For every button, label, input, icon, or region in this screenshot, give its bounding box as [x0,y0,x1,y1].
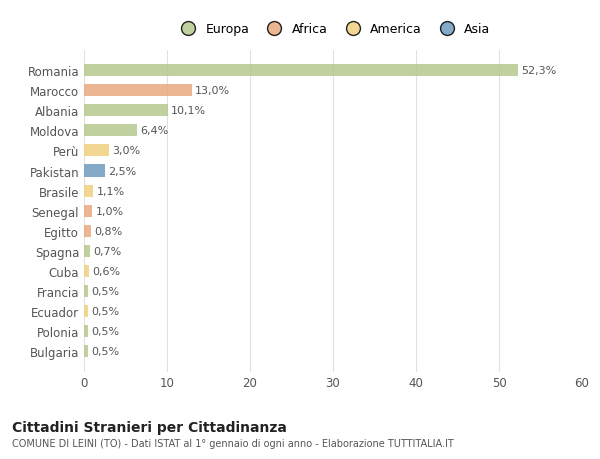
Legend: Europa, Africa, America, Asia: Europa, Africa, America, Asia [170,18,496,41]
Bar [84,125,137,137]
Text: 0,5%: 0,5% [91,326,119,336]
Text: 0,7%: 0,7% [93,246,121,256]
Text: 0,5%: 0,5% [91,286,119,296]
Bar [84,165,105,177]
Text: Cittadini Stranieri per Cittadinanza: Cittadini Stranieri per Cittadinanza [12,420,287,434]
Bar [84,105,168,117]
Text: 0,6%: 0,6% [92,266,121,276]
Bar [84,345,88,357]
Bar [84,225,91,237]
Bar [84,305,88,317]
Bar [84,265,89,277]
Text: 3,0%: 3,0% [112,146,140,156]
Bar [84,325,88,337]
Text: 13,0%: 13,0% [195,86,230,96]
Bar [84,245,90,257]
Text: 10,1%: 10,1% [171,106,206,116]
Text: 2,5%: 2,5% [108,166,136,176]
Bar [84,285,88,297]
Text: 0,5%: 0,5% [91,346,119,356]
Text: COMUNE DI LEINI (TO) - Dati ISTAT al 1° gennaio di ogni anno - Elaborazione TUTT: COMUNE DI LEINI (TO) - Dati ISTAT al 1° … [12,438,454,448]
Bar [84,65,518,77]
Text: 0,5%: 0,5% [91,306,119,316]
Text: 0,8%: 0,8% [94,226,122,236]
Bar [84,205,92,217]
Bar [84,85,192,97]
Text: 6,4%: 6,4% [140,126,169,136]
Bar [84,145,109,157]
Text: 52,3%: 52,3% [521,66,557,76]
Text: 1,1%: 1,1% [97,186,125,196]
Bar [84,185,93,197]
Text: 1,0%: 1,0% [95,206,124,216]
